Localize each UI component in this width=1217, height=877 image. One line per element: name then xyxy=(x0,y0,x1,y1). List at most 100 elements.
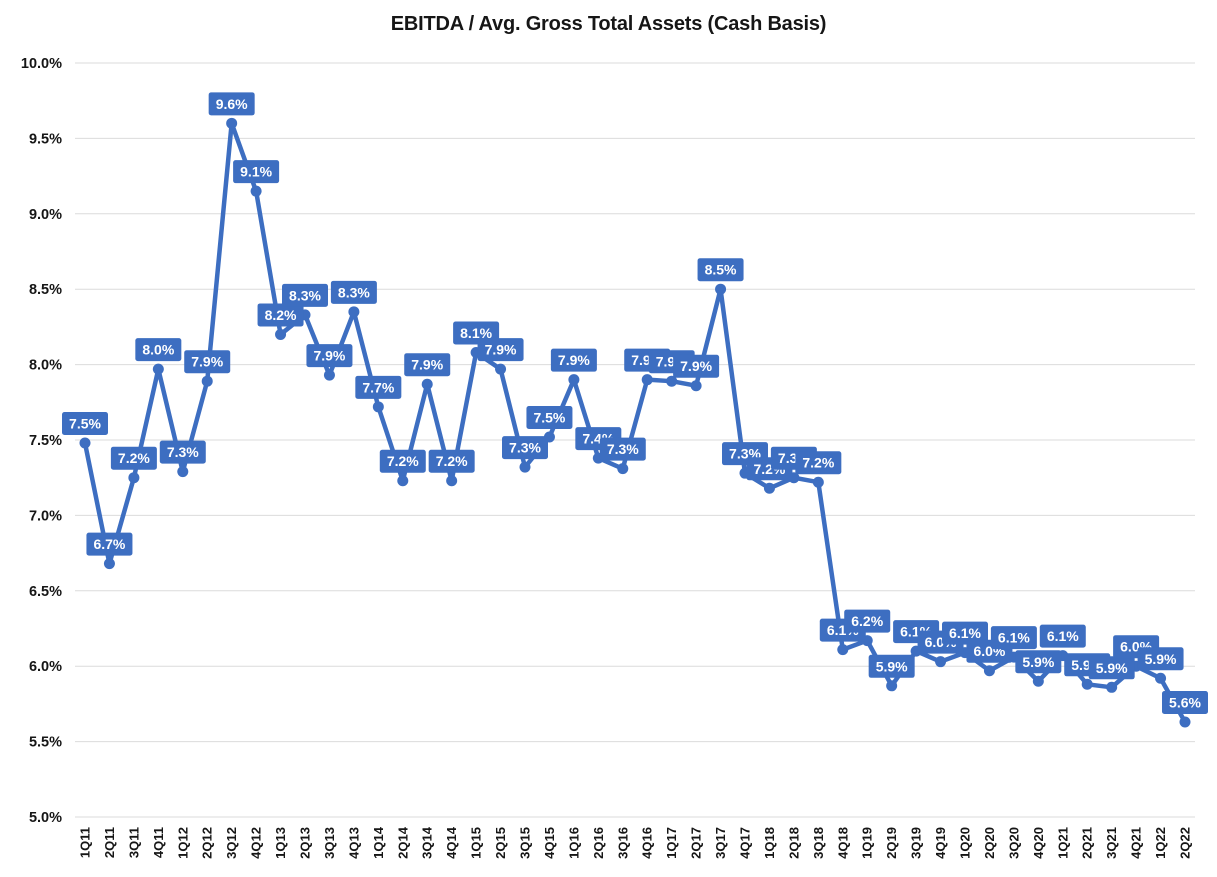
data-point-marker xyxy=(103,558,115,570)
data-label-box xyxy=(844,609,891,633)
x-tick-label: 3Q12 xyxy=(224,827,239,859)
y-tick-label: 5.0% xyxy=(29,810,62,826)
x-tick-label: 2Q18 xyxy=(786,827,801,859)
x-tick-label: 2Q22 xyxy=(1178,827,1193,859)
data-label: 7.9% xyxy=(680,358,712,374)
data-point-marker xyxy=(226,117,238,129)
data-label: 6.1% xyxy=(1047,628,1079,644)
x-tick-label: 4Q14 xyxy=(444,826,459,859)
x-tick-label: 3Q19 xyxy=(909,827,924,859)
data-label: 8.0% xyxy=(142,342,174,358)
data-label: 7.3% xyxy=(607,441,639,457)
data-point-marker xyxy=(152,363,164,375)
x-tick-label: 1Q13 xyxy=(273,827,288,859)
data-label: 9.1% xyxy=(240,164,272,180)
data-point-marker xyxy=(128,472,140,484)
data-label-box xyxy=(1137,647,1184,671)
data-label: 7.9% xyxy=(191,354,223,370)
data-label-box xyxy=(86,532,133,556)
data-label-box xyxy=(697,258,744,282)
y-tick-label: 9.5% xyxy=(29,131,62,147)
x-tick-label: 1Q14 xyxy=(371,826,386,859)
data-label: 6.1% xyxy=(949,625,981,641)
data-point-marker xyxy=(397,475,409,487)
data-label-box xyxy=(1015,650,1062,674)
data-point-marker xyxy=(446,475,458,487)
data-label: 7.2% xyxy=(802,455,834,471)
y-tick-label: 7.5% xyxy=(29,433,62,449)
x-tick-label: 3Q21 xyxy=(1104,827,1119,859)
data-label-box xyxy=(502,436,548,460)
x-tick-label: 1Q21 xyxy=(1055,827,1070,859)
data-label: 7.3% xyxy=(167,444,199,460)
data-label-box xyxy=(282,283,328,307)
data-label-box xyxy=(306,344,353,368)
data-point-marker xyxy=(715,283,727,295)
data-point-marker xyxy=(812,476,824,488)
data-label-box xyxy=(62,412,108,436)
data-label-box xyxy=(355,375,402,399)
data-label: 5.9% xyxy=(1096,660,1128,676)
data-point-marker xyxy=(79,437,91,449)
x-tick-label: 1Q15 xyxy=(469,827,484,859)
data-label: 6.2% xyxy=(851,613,883,629)
data-label: 8.2% xyxy=(265,307,297,323)
data-label: 5.9% xyxy=(1022,654,1054,670)
x-tick-label: 3Q13 xyxy=(322,827,337,859)
x-tick-label: 2Q12 xyxy=(200,827,215,859)
x-tick-label: 2Q17 xyxy=(689,827,704,859)
x-tick-label: 3Q18 xyxy=(811,827,826,859)
x-tick-label: 1Q12 xyxy=(175,827,190,859)
line-series xyxy=(82,121,1188,725)
data-label: 8.3% xyxy=(338,284,370,300)
data-label: 7.5% xyxy=(533,409,565,425)
data-label: 5.9% xyxy=(1145,651,1177,667)
data-point-marker xyxy=(837,644,849,656)
data-point-marker xyxy=(568,374,580,386)
data-label: 7.2% xyxy=(387,453,419,469)
data-label-box xyxy=(868,654,915,678)
data-point-marker xyxy=(617,463,629,475)
x-tick-label: 2Q16 xyxy=(591,827,606,859)
data-label: 9.6% xyxy=(216,96,248,112)
x-tick-label: 1Q18 xyxy=(762,827,777,859)
x-tick-label: 2Q19 xyxy=(884,827,899,859)
x-tick-label: 1Q20 xyxy=(958,827,973,859)
x-tick-label: 4Q18 xyxy=(835,827,850,859)
data-label: 8.5% xyxy=(705,262,737,278)
data-label-box xyxy=(526,405,573,429)
data-point-marker xyxy=(886,680,898,692)
data-label: 6.7% xyxy=(93,536,125,552)
data-point-marker xyxy=(372,401,384,413)
data-label: 6.1% xyxy=(998,630,1030,646)
data-label-box xyxy=(404,353,451,377)
y-tick-label: 5.5% xyxy=(29,735,62,751)
x-tick-label: 2Q14 xyxy=(395,826,410,859)
data-label: 7.5% xyxy=(69,416,101,432)
data-point-marker xyxy=(1081,678,1093,690)
data-point-marker xyxy=(641,374,653,386)
y-tick-label: 9.0% xyxy=(29,207,62,223)
data-point-marker xyxy=(348,306,360,318)
data-label-box xyxy=(599,437,646,461)
data-point-marker xyxy=(1106,681,1118,693)
x-tick-label: 3Q20 xyxy=(1006,827,1021,859)
data-label-box xyxy=(159,440,206,464)
x-tick-label: 3Q17 xyxy=(713,827,728,859)
data-point-marker xyxy=(201,375,213,387)
y-tick-label: 8.0% xyxy=(29,358,62,374)
chart-title: EBITDA / Avg. Gross Total Assets (Cash B… xyxy=(390,13,827,35)
data-label: 5.9% xyxy=(876,658,908,674)
data-point-marker xyxy=(666,375,678,387)
data-point-marker xyxy=(495,363,507,375)
data-label-box xyxy=(233,160,280,184)
data-point-marker xyxy=(1032,675,1044,687)
data-label-box xyxy=(795,451,842,475)
data-label-box xyxy=(477,338,524,362)
x-tick-label: 1Q17 xyxy=(664,827,679,859)
x-tick-label: 2Q11 xyxy=(102,827,117,858)
x-tick-label: 4Q17 xyxy=(738,827,753,859)
x-tick-label: 3Q15 xyxy=(518,827,533,859)
x-tick-label: 4Q20 xyxy=(1031,827,1046,859)
